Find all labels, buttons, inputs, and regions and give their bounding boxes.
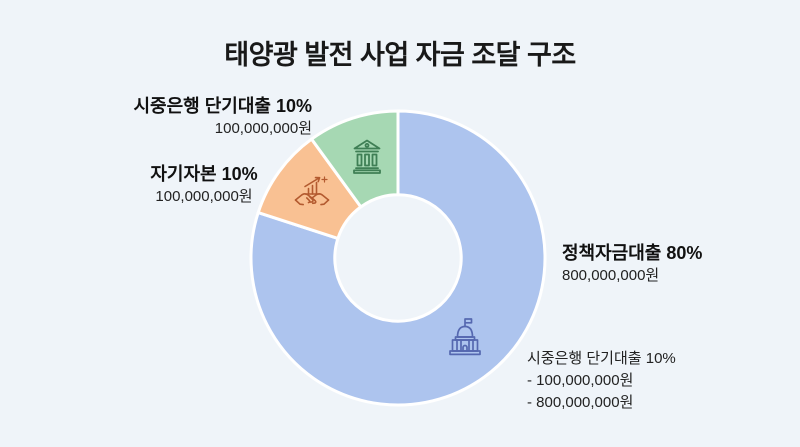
callout-bank-loan: 시중은행 단기대출 10% 100,000,000원 <box>60 96 312 137</box>
callout-policy-loan: 정책자금대출 80% 800,000,000원 <box>562 243 782 284</box>
page-title: 태양광 발전 사업 자금 조달 구조 <box>224 40 576 70</box>
footnote-line-2: - 100,000,000원 <box>527 372 634 389</box>
donut-chart <box>248 108 548 408</box>
callout-equity-amount: 100,000,000원 <box>155 188 253 205</box>
callout-equity: 자기자본 10% 100,000,000원 <box>104 164 304 205</box>
footnote-line-3: - 800,000,000원 <box>527 394 634 411</box>
callout-bank-loan-title: 시중은행 단기대출 10% <box>133 96 312 116</box>
callout-policy-loan-amount: 800,000,000원 <box>562 267 660 284</box>
donut-chart-svg <box>249 109 547 407</box>
callout-equity-title: 자기자본 10% <box>150 164 258 184</box>
callout-bank-loan-amount: 100,000,000원 <box>214 120 312 137</box>
footnote: 시중은행 단기대출 10% - 100,000,000원 - 800,000,0… <box>527 348 676 414</box>
callout-policy-loan-title: 정책자금대출 80% <box>562 243 703 263</box>
footnote-line-1: 시중은행 단기대출 10% <box>527 350 676 367</box>
donut-slice-3 <box>310 109 400 209</box>
